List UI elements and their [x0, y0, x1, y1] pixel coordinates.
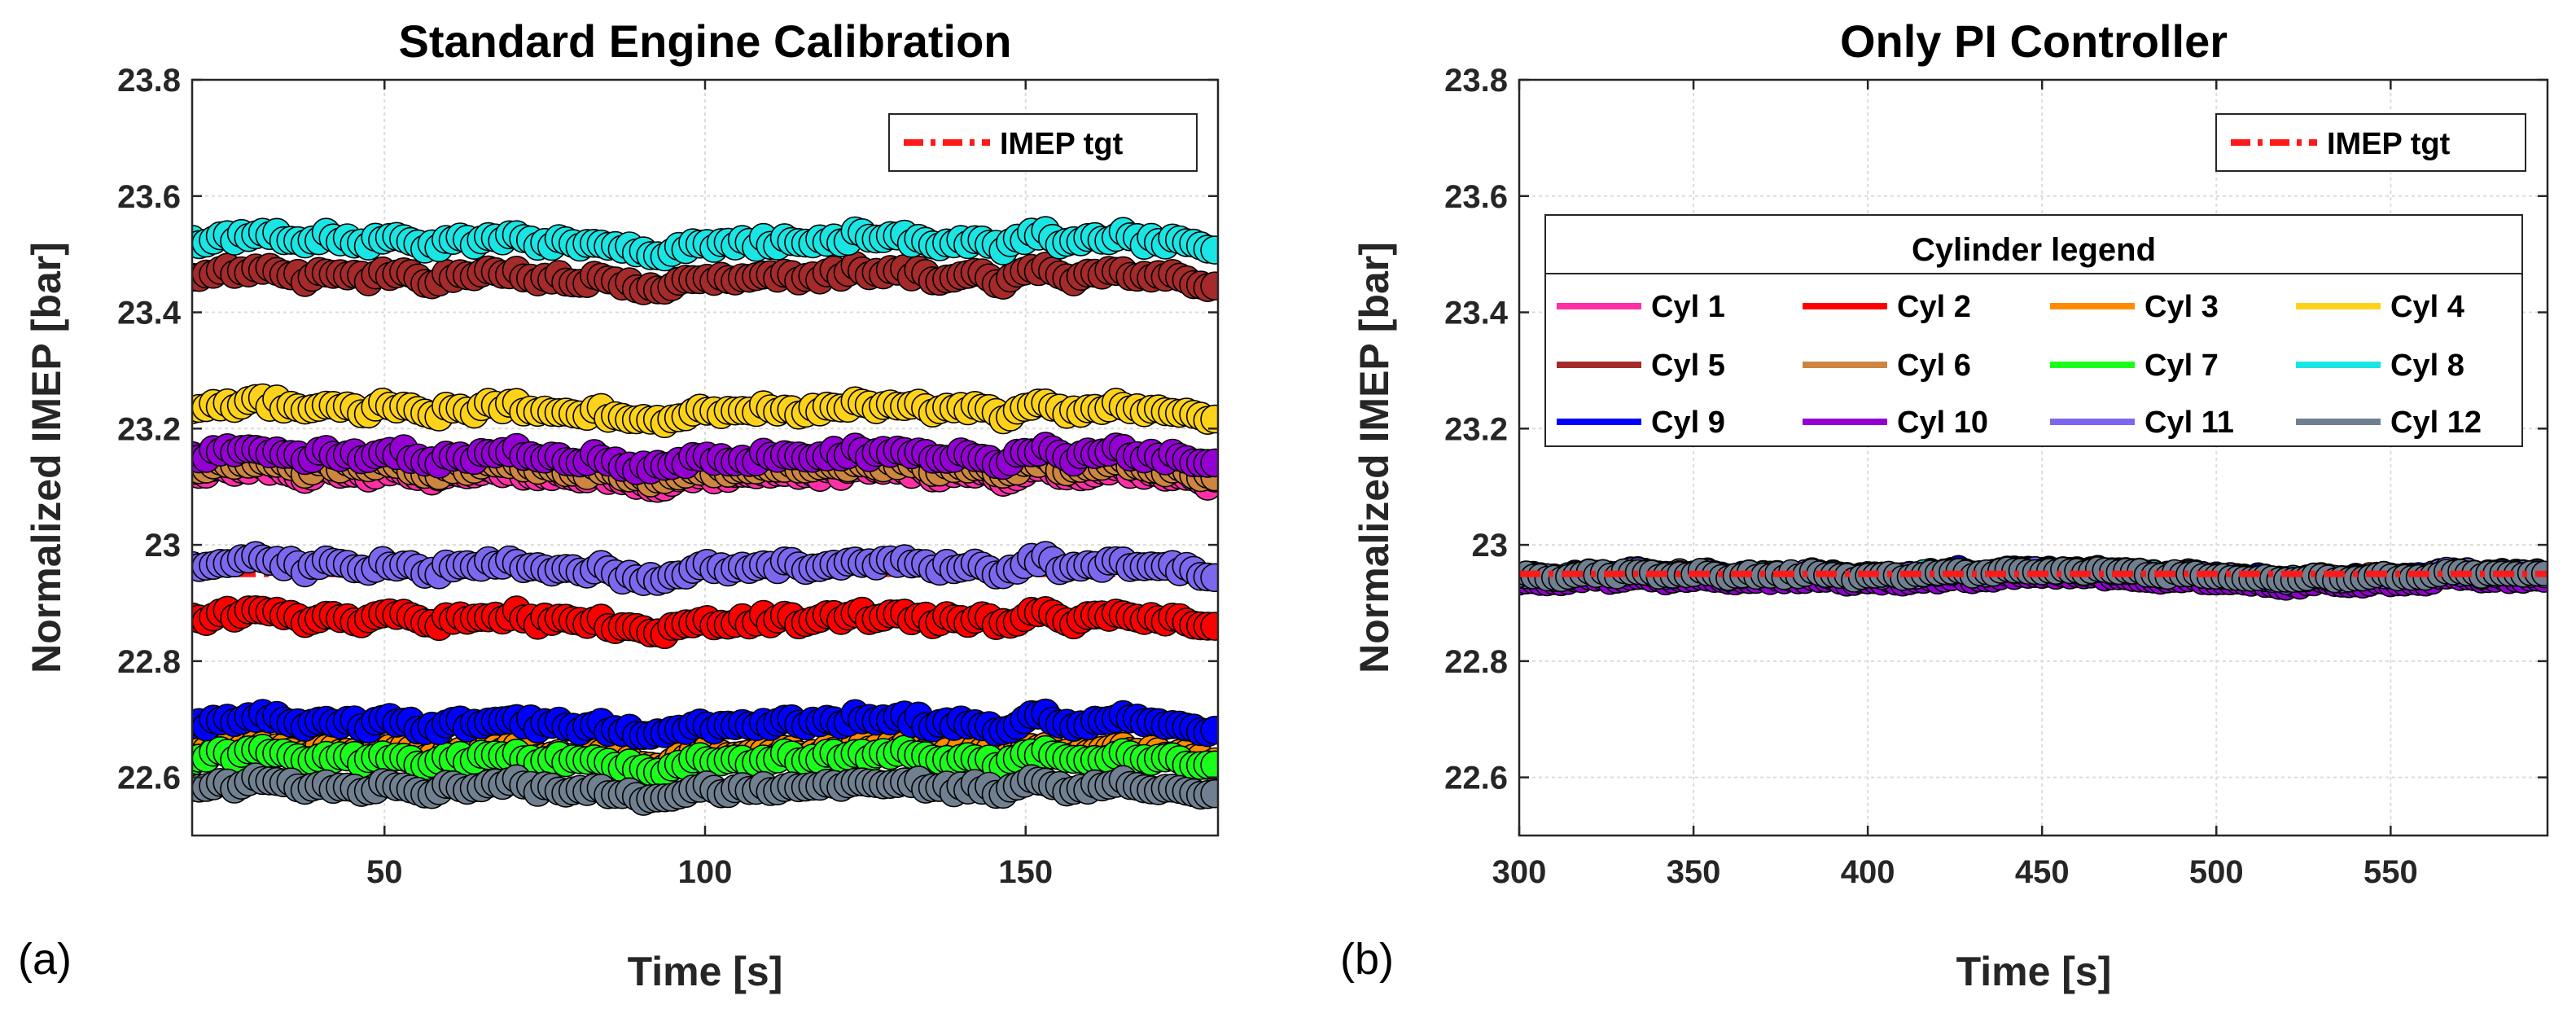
legend-item-cyl-1: Cyl 1	[1557, 290, 1725, 324]
x-tick-label: 100	[678, 854, 733, 890]
panel-b-target-legend-label: IMEP tgt	[2327, 127, 2451, 161]
panel-a-target-legend: IMEP tgt	[888, 113, 1198, 172]
y-tick-label: 22.6	[117, 761, 181, 796]
data-point	[1200, 271, 1218, 300]
legend-item-cyl-6: Cyl 6	[1803, 349, 1971, 383]
data-point	[1200, 779, 1218, 809]
data-point	[1200, 235, 1218, 265]
legend-item-cyl-2: Cyl 2	[1803, 290, 1971, 324]
x-tick-label: 400	[1841, 854, 1895, 890]
x-tick-label: 300	[1492, 854, 1547, 890]
data-point	[1200, 750, 1218, 780]
panel-b-x-ticks: 300 350 400 450 500 550	[1492, 80, 2418, 890]
series-cyl-9	[192, 698, 1218, 751]
y-tick-label: 22.8	[117, 644, 181, 680]
y-tick-label: 23	[145, 528, 182, 564]
panel-a-target-legend-label: IMEP tgt	[1000, 127, 1124, 161]
x-tick-label: 500	[2189, 854, 2244, 890]
panel-b-x-label: Time [s]	[1956, 949, 2112, 994]
legend-label: Cyl 3	[2144, 290, 2219, 324]
panel-a: 50 100 150 22.6 22.8 23 23.2 23.4 23.6 23.8 Stan…	[18, 15, 1220, 994]
x-tick-label: 450	[2015, 854, 2070, 890]
legend-label: Cyl 1	[1651, 290, 1725, 324]
y-tick-label: 22.8	[1444, 644, 1508, 680]
y-tick-label: 23.2	[1444, 411, 1508, 447]
legend-item-cyl-8: Cyl 8	[2296, 349, 2464, 383]
panel-a-title: Standard Engine Calibration	[399, 15, 1012, 67]
legend-item-cyl-12: Cyl 12	[2296, 406, 2482, 440]
legend-item-cyl-5: Cyl 5	[1557, 349, 1725, 383]
legend-item-cyl-3: Cyl 3	[2050, 290, 2219, 324]
panel-a-x-label: Time [s]	[628, 949, 783, 994]
panel-b-y-ticks: 22.6 22.8 23 23.2 23.4 23.6 23.8	[1444, 63, 2548, 796]
panel-b: 300 350 400 450 500 550 22.6 22.8 23 23.2 23.4 23.…	[1340, 15, 2549, 994]
legend-label: Cyl 2	[1897, 290, 1971, 324]
panel-a-label: (a)	[18, 935, 72, 984]
panel-b-target-legend: IMEP tgt	[2215, 113, 2526, 172]
x-tick-label: 150	[998, 854, 1053, 890]
panel-a-x-ticks: 50 100 150	[366, 80, 1053, 890]
legend-item-cyl-9: Cyl 9	[1557, 406, 1725, 440]
y-tick-label: 23.6	[1444, 179, 1508, 215]
series-cyl-10	[192, 432, 1218, 485]
series-cyl-7	[192, 733, 1218, 789]
y-tick-label: 23.8	[1444, 63, 1508, 99]
x-tick-label: 550	[2364, 854, 2418, 890]
cylinder-legend-title: Cylinder legend	[1912, 232, 2156, 268]
series-cyl-8	[192, 216, 1218, 272]
y-tick-label: 23.8	[117, 63, 181, 99]
cylinder-legend: Cylinder legend Cyl 1 Cyl 2 Cyl 3 Cyl 4 Cyl …	[1544, 214, 2523, 447]
series-cyl-5	[192, 251, 1218, 305]
panel-a-y-ticks: 22.6 22.8 23 23.2 23.4 23.6 23.8	[117, 63, 1218, 796]
legend-label: Cyl 10	[1897, 406, 1988, 440]
x-tick-label: 350	[1667, 854, 1721, 890]
legend-label: Cyl 12	[2390, 406, 2482, 440]
panel-a-points	[192, 216, 1218, 816]
x-tick-label: 50	[366, 854, 403, 890]
legend-label: Cyl 9	[1651, 406, 1725, 440]
panel-b-label: (b)	[1340, 935, 1394, 984]
data-point	[1200, 563, 1218, 593]
legend-label: Cyl 8	[2390, 349, 2464, 383]
panel-a-y-label: Normalized IMEP [bar]	[24, 242, 69, 673]
y-tick-label: 23.6	[117, 179, 181, 215]
series-cyl-4	[192, 383, 1218, 439]
data-point	[1200, 715, 1218, 745]
legend-item-cyl-4: Cyl 4	[2296, 290, 2464, 324]
panel-b-points	[1519, 555, 2548, 601]
legend-item-cyl-11: Cyl 11	[2050, 406, 2234, 440]
panel-b-title: Only PI Controller	[1840, 15, 2228, 67]
y-tick-label: 23.4	[1444, 296, 1509, 331]
legend-item-cyl-7: Cyl 7	[2050, 349, 2219, 383]
legend-label: Cyl 7	[2144, 349, 2219, 383]
y-tick-label: 23	[1472, 528, 1509, 564]
legend-label: Cyl 4	[2390, 290, 2464, 324]
y-tick-label: 23.4	[117, 296, 182, 331]
series-cyl-11	[192, 541, 1218, 597]
data-point	[1200, 448, 1218, 478]
legend-label: Cyl 5	[1651, 349, 1725, 383]
legend-label: Cyl 6	[1897, 349, 1971, 383]
y-tick-label: 23.2	[117, 411, 181, 447]
y-tick-label: 22.6	[1444, 761, 1508, 796]
data-point	[1200, 404, 1218, 434]
legend-label: Cyl 11	[2144, 406, 2234, 440]
panel-b-y-label: Normalized IMEP [bar]	[1352, 242, 1397, 673]
legend-item-cyl-10: Cyl 10	[1803, 406, 1988, 440]
series-cyl-12	[192, 762, 1218, 816]
data-point	[1200, 612, 1218, 641]
